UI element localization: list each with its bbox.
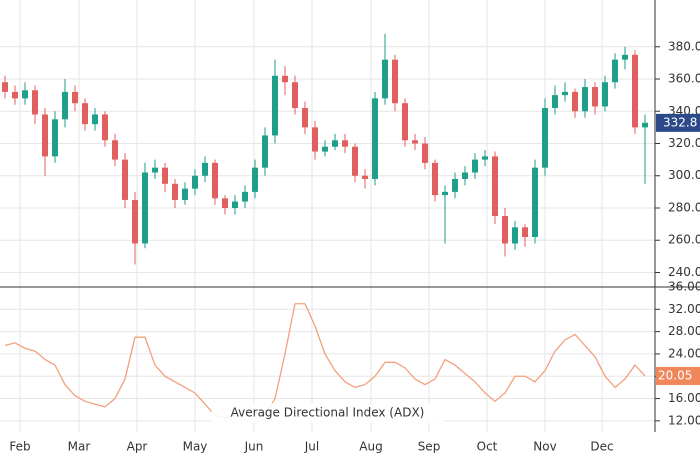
adx-line <box>4 303 646 419</box>
legend-bg <box>211 403 444 423</box>
candle-body <box>112 140 118 160</box>
y-tick-label: 380.0 <box>668 39 700 53</box>
y-tick-label: 24.00 <box>668 346 700 360</box>
candle-body <box>62 91 68 120</box>
candle-body <box>132 199 138 244</box>
candle-body <box>72 91 78 104</box>
y-tick-label: 28.00 <box>668 324 700 338</box>
x-tick-label: Oct <box>477 440 498 454</box>
y-tick-label: 12.00 <box>668 413 700 427</box>
candle-body <box>622 54 628 60</box>
candle-body <box>92 114 98 125</box>
candle-body <box>322 146 328 152</box>
candle-body <box>422 143 428 163</box>
candle-body <box>162 167 168 184</box>
candle-body <box>82 103 88 125</box>
candle-body <box>342 140 348 147</box>
candle-body <box>452 178 458 192</box>
y-tick-label: 32.00 <box>668 302 700 316</box>
candle-body <box>632 54 638 128</box>
candle-body <box>222 198 228 208</box>
y-tick-label: 280.0 <box>668 200 700 214</box>
candle-body <box>192 175 198 189</box>
legend-label: Average Directional Index (ADX) <box>231 406 425 420</box>
candle-body <box>512 227 518 244</box>
x-tick-label: Mar <box>68 440 91 454</box>
candle-body <box>602 82 608 107</box>
candle-body <box>272 75 278 136</box>
candle-body <box>472 159 478 173</box>
candle-body <box>242 191 248 202</box>
candle-body <box>462 172 468 179</box>
candle-body <box>382 59 388 99</box>
value-tag-label: 20.05 <box>658 368 692 382</box>
price-tag <box>656 113 700 132</box>
x-tick-label: Jun <box>244 440 264 454</box>
x-tick-label: Nov <box>533 440 556 454</box>
y-tick-label: 240.0 <box>668 265 700 279</box>
candle-body <box>22 90 28 99</box>
candle-body <box>42 114 48 157</box>
candle-body <box>152 167 158 173</box>
candle-body <box>402 103 408 141</box>
value-tag <box>656 366 700 385</box>
candle-body <box>392 59 398 104</box>
x-tick-label: Aug <box>359 440 382 454</box>
candle-body <box>32 90 38 115</box>
candle-body <box>612 59 618 83</box>
x-tick-label: Dec <box>590 440 613 454</box>
candle-body <box>332 140 338 147</box>
y-tick-label: 260.0 <box>668 233 700 247</box>
candle-body <box>432 162 438 196</box>
x-tick-label: Sep <box>418 440 441 454</box>
candle-body <box>292 82 298 109</box>
candle-body <box>522 227 528 238</box>
candle-body <box>102 114 108 141</box>
x-tick-label: Jul <box>304 440 319 454</box>
candle-body <box>372 98 378 179</box>
candle-body <box>182 188 188 200</box>
candle-body <box>362 175 368 179</box>
candle-body <box>142 172 148 244</box>
candle-body <box>542 108 548 168</box>
x-tick-label: May <box>183 440 208 454</box>
candle-body <box>482 156 488 160</box>
candle-body <box>572 91 578 112</box>
x-tick-label: Feb <box>9 440 30 454</box>
candle-body <box>212 162 218 199</box>
candle-body <box>552 95 558 109</box>
y-tick-label: 360.0 <box>668 72 700 86</box>
candle-body <box>592 87 598 107</box>
candle-body <box>12 91 18 99</box>
x-tick-label: Apr <box>127 440 148 454</box>
candle-body <box>2 82 8 92</box>
candle-body <box>312 127 318 152</box>
candle-body <box>232 201 238 208</box>
candle-body <box>252 167 258 192</box>
candle-body <box>352 146 358 176</box>
candle-body <box>492 156 498 217</box>
candle-body <box>412 140 418 144</box>
y-tick-label: 16.00 <box>668 391 700 405</box>
price-tag-label: 332.8 <box>663 115 697 129</box>
candle-body <box>202 162 208 176</box>
y-tick-label: 300.0 <box>668 168 700 182</box>
candle-body <box>532 167 538 238</box>
candle-body <box>502 216 508 244</box>
y-tick-label: 320.0 <box>668 136 700 150</box>
candle-body <box>262 135 268 168</box>
candle-body <box>172 183 178 200</box>
candle-body <box>282 75 288 83</box>
candle-body <box>582 87 588 112</box>
candle-body <box>122 159 128 200</box>
candle-body <box>302 108 308 128</box>
candle-body <box>52 119 58 157</box>
candle-body <box>562 91 568 96</box>
candle-body <box>642 122 648 128</box>
candle-body <box>442 191 448 196</box>
